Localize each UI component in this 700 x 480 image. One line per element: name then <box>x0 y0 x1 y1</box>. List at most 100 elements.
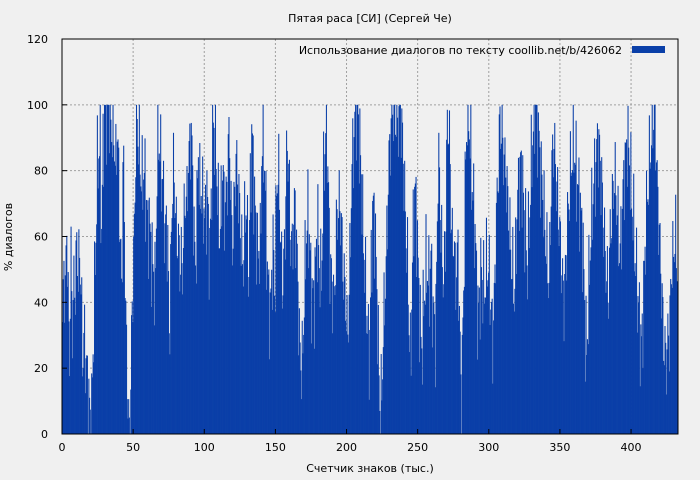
data-bar <box>91 373 93 434</box>
data-bar <box>356 104 358 434</box>
data-bar <box>281 308 283 434</box>
data-bar <box>667 313 669 434</box>
data-bar <box>597 187 599 434</box>
data-bar <box>434 387 436 434</box>
data-bar <box>140 186 142 434</box>
data-bar <box>567 192 569 434</box>
data-bar <box>515 217 517 434</box>
data-bar <box>645 170 648 435</box>
data-bar <box>599 160 601 435</box>
data-bar <box>539 147 541 435</box>
data-bar <box>426 292 428 434</box>
data-bar <box>482 323 484 434</box>
data-bar <box>461 334 463 434</box>
data-bar <box>86 355 88 434</box>
data-bar <box>320 290 322 434</box>
data-bar <box>394 134 396 435</box>
data-bar <box>481 279 483 434</box>
data-bar <box>500 143 502 434</box>
data-bar <box>665 342 667 434</box>
data-bar <box>95 242 97 434</box>
data-bar <box>475 243 477 434</box>
data-bar <box>517 157 520 434</box>
data-bar <box>370 229 372 434</box>
data-bar <box>484 297 486 434</box>
data-bar <box>604 250 606 434</box>
data-bar <box>425 214 427 434</box>
data-bar <box>324 154 326 434</box>
data-bar <box>104 105 106 434</box>
data-bar <box>581 207 583 434</box>
data-bar <box>212 104 214 434</box>
data-bar <box>415 176 417 435</box>
data-bar <box>601 182 603 434</box>
data-bar <box>352 118 354 434</box>
data-bar <box>636 227 638 434</box>
data-bar <box>296 229 298 434</box>
data-bar <box>112 104 114 434</box>
data-bar <box>655 170 657 435</box>
data-bar <box>554 122 556 434</box>
data-bar <box>453 256 455 434</box>
data-bar <box>574 162 576 434</box>
data-bar <box>599 134 601 435</box>
data-bar <box>230 180 232 434</box>
data-bar <box>159 161 161 434</box>
data-bar <box>410 375 412 434</box>
data-bar <box>154 241 156 434</box>
data-bar <box>374 213 377 434</box>
data-bar <box>237 223 239 434</box>
data-bar <box>648 115 650 435</box>
data-bar <box>556 181 558 434</box>
data-bar <box>416 276 418 434</box>
data-bar <box>584 300 586 434</box>
data-bar <box>650 162 652 434</box>
data-bar <box>490 309 492 434</box>
data-bar <box>359 108 361 434</box>
data-bar <box>638 302 640 434</box>
data-bar <box>247 296 249 434</box>
data-bar <box>350 257 352 434</box>
data-bar <box>670 278 672 434</box>
data-bar <box>536 104 538 434</box>
x-tick-label: 50 <box>126 441 140 454</box>
data-bar <box>397 117 399 435</box>
data-bar <box>346 295 348 434</box>
data-bar <box>569 221 571 434</box>
data-bar <box>269 292 271 434</box>
data-bar <box>192 255 194 434</box>
data-bar <box>673 262 675 434</box>
data-bar <box>111 142 113 434</box>
data-bar <box>367 303 369 434</box>
data-bar <box>534 153 536 434</box>
data-bar <box>204 184 207 434</box>
data-bar <box>523 210 525 434</box>
data-bar <box>71 291 73 434</box>
data-bar <box>251 133 253 434</box>
data-bar <box>574 164 576 435</box>
data-bar <box>668 371 670 434</box>
data-bar <box>318 245 320 434</box>
data-bar <box>325 133 327 434</box>
data-bar <box>257 258 259 434</box>
data-bar <box>310 343 313 434</box>
data-bar <box>456 277 458 434</box>
data-bar <box>439 220 441 434</box>
data-bar <box>503 185 505 434</box>
data-bar <box>310 242 312 434</box>
data-bar <box>82 368 84 434</box>
data-bar <box>328 207 330 434</box>
data-bar <box>381 400 383 434</box>
data-bar <box>235 153 237 434</box>
data-bar <box>173 182 175 434</box>
data-bar <box>160 211 162 434</box>
data-bar <box>97 188 99 434</box>
data-bar <box>643 260 645 434</box>
data-bar <box>595 162 597 435</box>
data-bar <box>224 250 226 434</box>
data-bar <box>335 199 337 434</box>
data-bar <box>638 282 640 434</box>
data-bar <box>532 131 534 434</box>
data-bar <box>74 314 76 434</box>
data-bar <box>411 309 413 434</box>
